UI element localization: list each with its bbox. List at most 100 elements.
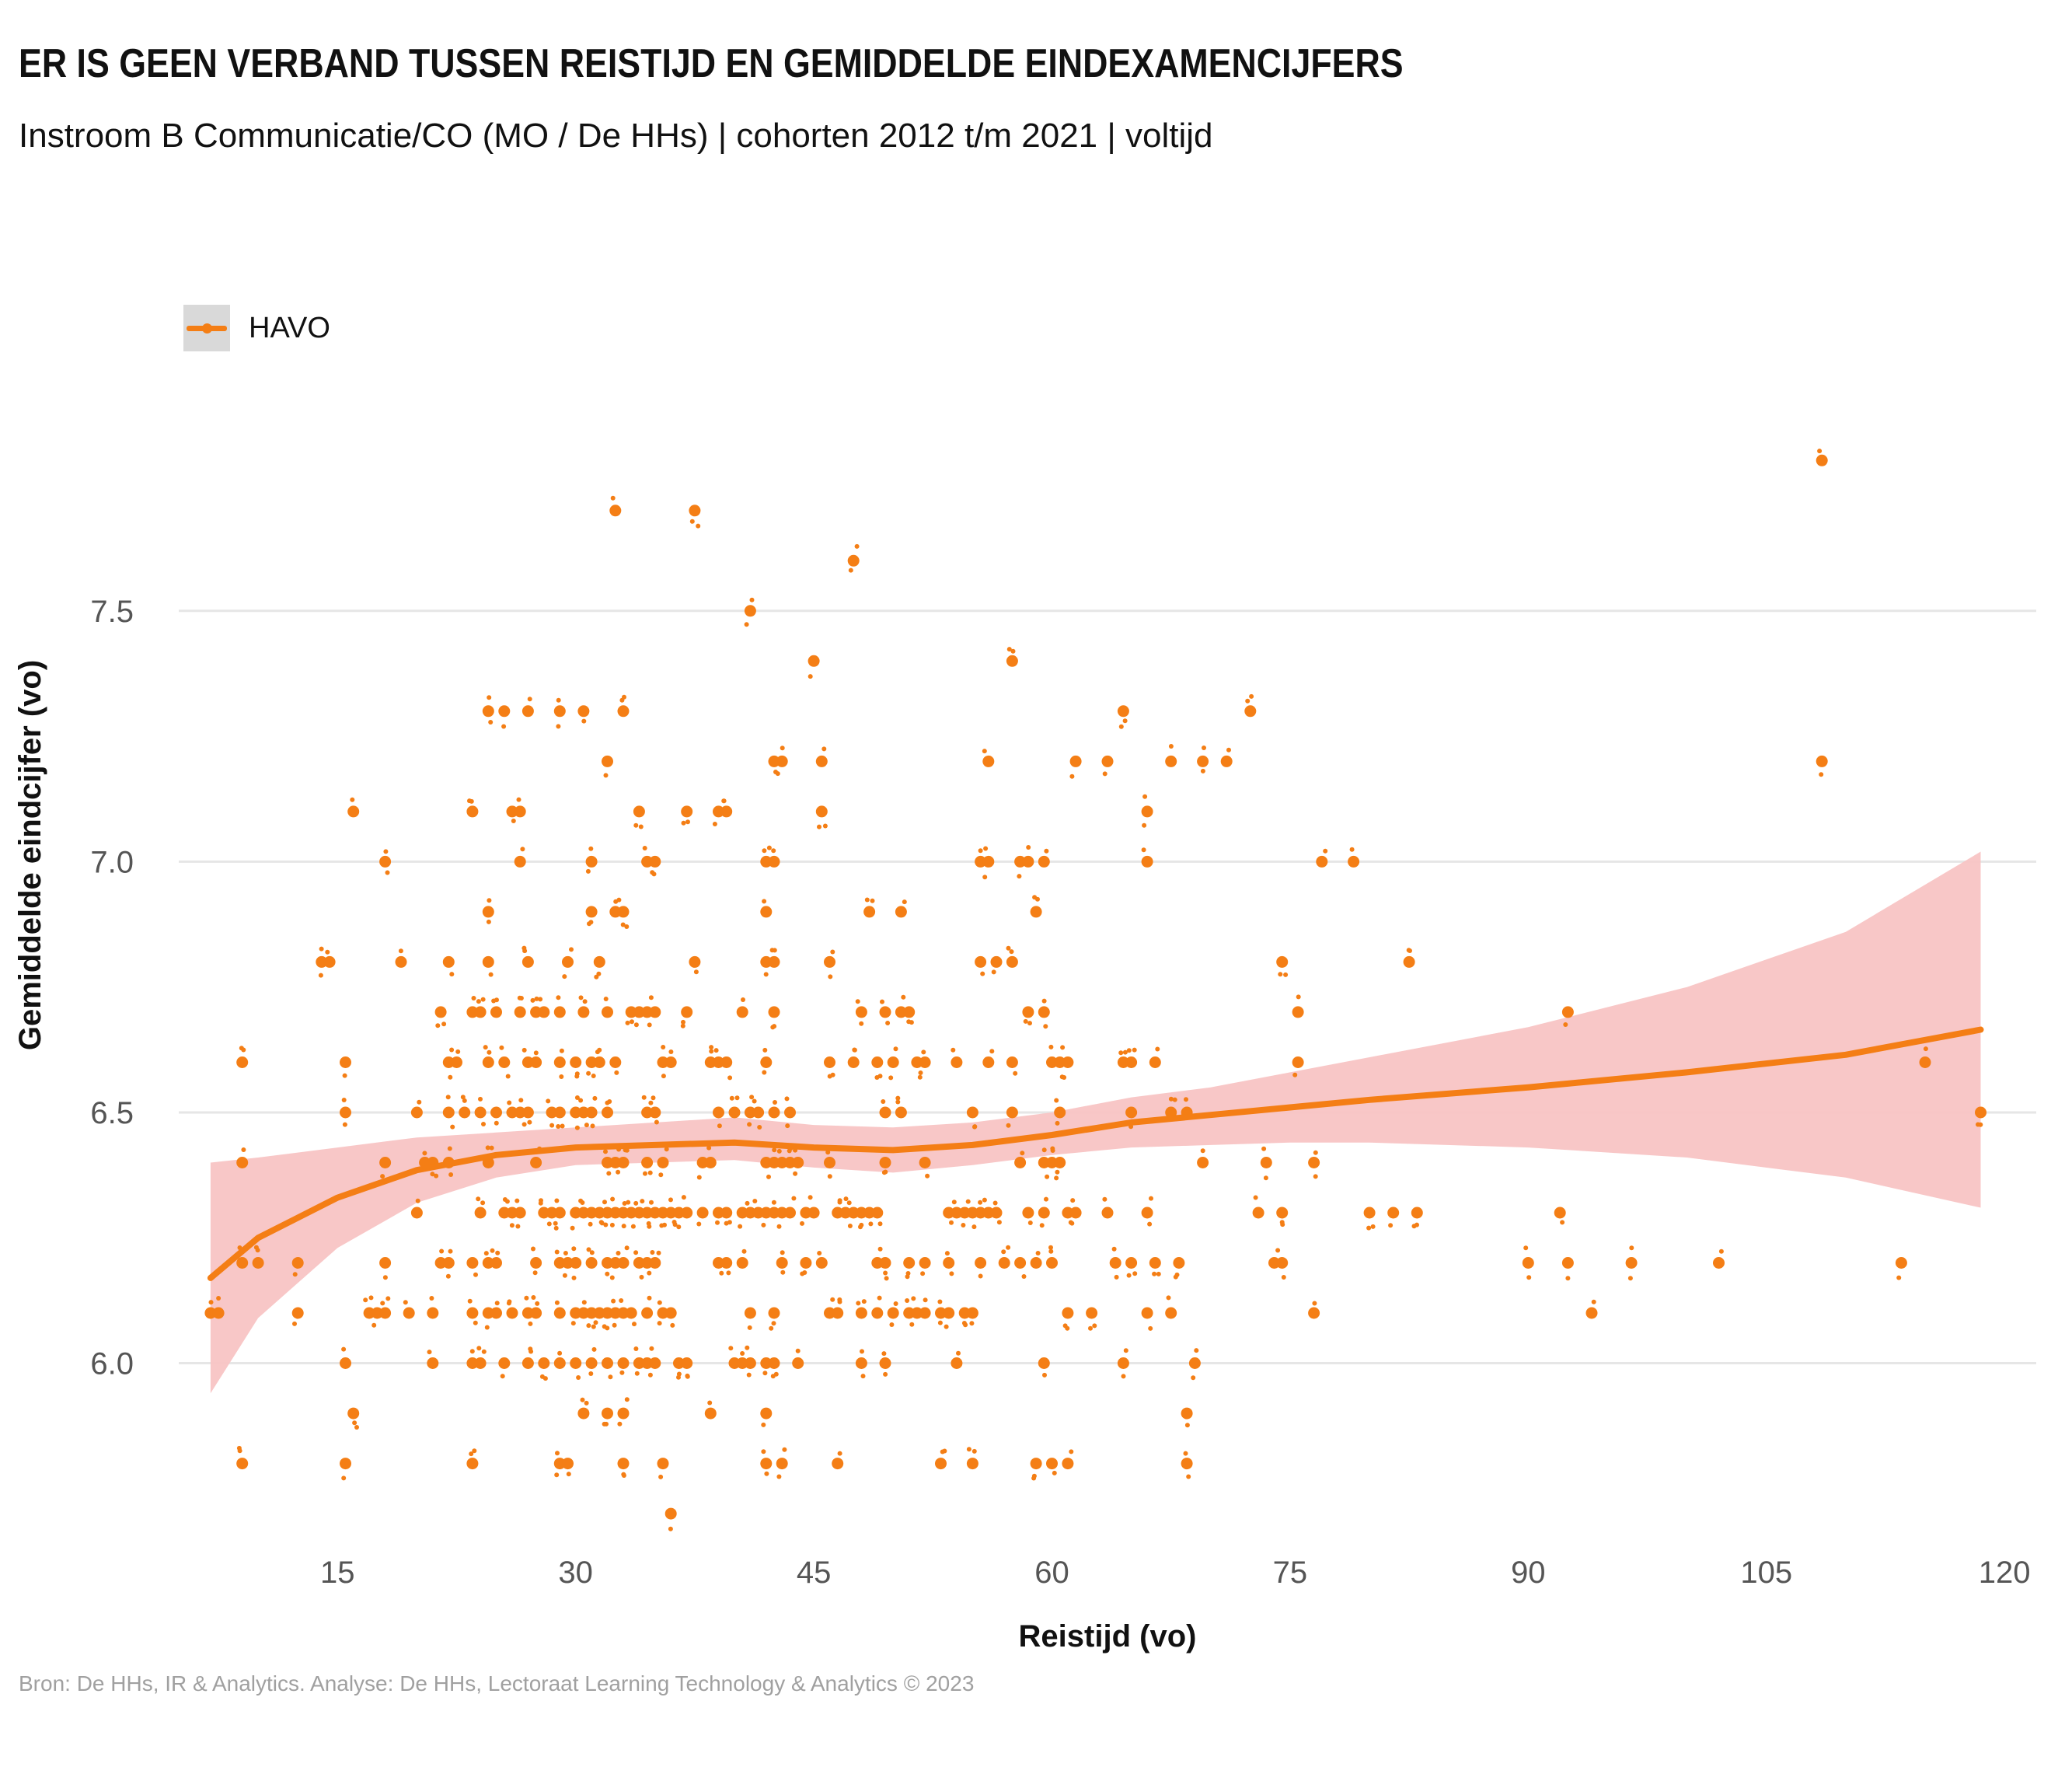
data-point-jitter: [661, 1045, 666, 1049]
data-point-jitter: [1069, 1449, 1074, 1454]
data-point: [649, 1006, 661, 1018]
data-point-jitter: [745, 1345, 750, 1350]
data-point-jitter: [591, 1346, 597, 1352]
data-point-jitter: [462, 1098, 467, 1103]
data-point: [768, 1307, 780, 1319]
data-point-jitter: [1819, 772, 1824, 777]
data-point: [633, 805, 645, 818]
data-point-jitter: [1041, 1147, 1047, 1153]
data-point-jitter: [483, 1045, 488, 1050]
data-point-jitter: [738, 1224, 743, 1229]
data-point: [530, 1307, 542, 1319]
x-tick-label: 60: [1034, 1556, 1069, 1590]
data-point-jitter: [563, 1251, 568, 1255]
data-point-jitter: [949, 1220, 954, 1225]
data-point: [617, 1357, 630, 1369]
data-point-jitter: [991, 969, 996, 975]
data-point-jitter: [769, 948, 775, 953]
data-point: [482, 705, 494, 718]
data-point: [657, 1458, 669, 1470]
data-point-jitter: [647, 1372, 653, 1378]
data-point: [1054, 1106, 1066, 1119]
data-point-jitter: [476, 1346, 482, 1351]
data-point-jitter: [1111, 1246, 1117, 1252]
data-point: [427, 1357, 439, 1369]
data-point: [498, 705, 511, 718]
data-point: [824, 1157, 835, 1168]
data-point: [847, 1056, 860, 1068]
data-point: [832, 1458, 844, 1470]
data-point-jitter: [1279, 1220, 1285, 1225]
data-point: [212, 1307, 225, 1319]
data-point-jitter: [830, 949, 835, 955]
data-point-jitter: [747, 1325, 752, 1330]
data-point-jitter: [633, 1346, 639, 1351]
data-point-jitter: [430, 1172, 435, 1177]
data-point: [1387, 1207, 1400, 1219]
data-point-jitter: [602, 1200, 607, 1205]
data-point: [1014, 1157, 1027, 1168]
data-point-jitter: [1118, 724, 1124, 729]
y-tick-label: 6.0: [90, 1347, 134, 1381]
data-point-jitter: [1006, 647, 1012, 652]
data-point-jitter: [676, 1374, 681, 1380]
data-points: [204, 449, 1987, 1531]
data-point-jitter: [487, 695, 492, 700]
data-point-jitter: [744, 622, 749, 627]
data-point: [434, 1006, 447, 1018]
data-point-jitter: [502, 1197, 508, 1202]
data-point-jitter: [712, 822, 717, 826]
data-point-jitter: [902, 899, 907, 905]
data-point-jitter: [562, 1273, 567, 1278]
data-point: [665, 1307, 677, 1319]
data-point: [792, 1157, 804, 1168]
data-point-jitter: [614, 1070, 619, 1075]
data-point-jitter: [1069, 774, 1075, 779]
data-point: [577, 1006, 590, 1018]
data-point-jitter: [745, 1200, 750, 1206]
y-tick-label: 7.5: [90, 595, 134, 629]
data-point: [649, 1357, 661, 1369]
data-point: [585, 855, 598, 868]
data-point: [602, 1257, 613, 1269]
data-point: [514, 855, 526, 868]
data-point-jitter: [1263, 1175, 1268, 1181]
data-point-jitter: [531, 1246, 535, 1252]
data-point-jitter: [770, 1374, 776, 1379]
data-point-jitter: [1261, 1146, 1267, 1151]
data-point-jitter: [881, 1099, 886, 1104]
data-point-jitter: [616, 1169, 621, 1175]
data-point-jitter: [868, 1221, 874, 1227]
data-point: [617, 1157, 630, 1168]
data-point: [982, 755, 995, 767]
data-point-jitter: [325, 949, 330, 955]
data-point-jitter: [1253, 1195, 1258, 1200]
data-point-jitter: [681, 1019, 685, 1025]
data-point-jitter: [793, 1171, 798, 1176]
data-point: [768, 1006, 780, 1018]
data-point: [903, 1257, 916, 1269]
data-point-jitter: [905, 1298, 910, 1303]
data-point: [442, 1257, 455, 1269]
data-point: [1069, 755, 1082, 767]
data-point: [704, 1407, 717, 1420]
data-point: [768, 955, 780, 968]
data-point: [521, 955, 534, 968]
data-point-jitter: [549, 1123, 555, 1128]
data-point: [768, 1106, 780, 1119]
data-point: [815, 1257, 828, 1269]
data-point-jitter: [951, 1047, 956, 1053]
data-point: [1165, 755, 1177, 767]
data-point-jitter: [481, 1122, 486, 1126]
data-point-jitter: [533, 1050, 539, 1056]
data-point-jitter: [982, 749, 987, 754]
confidence-band: [210, 851, 1981, 1394]
data-point: [1411, 1207, 1423, 1219]
data-point-jitter: [693, 969, 699, 975]
data-point: [943, 1307, 955, 1319]
data-point-jitter: [937, 1320, 943, 1325]
data-point-jitter: [611, 1298, 616, 1304]
data-point-jitter: [848, 567, 853, 573]
data-point: [1308, 1307, 1320, 1319]
data-point: [553, 705, 566, 718]
